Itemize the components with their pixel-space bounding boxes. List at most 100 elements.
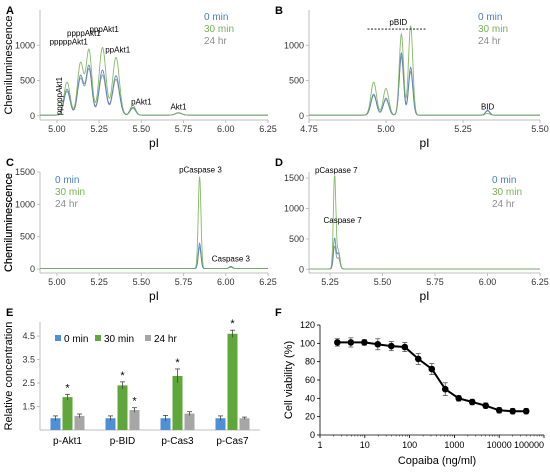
trace-0-min (309, 237, 540, 270)
x-tick-label: 6.00 (217, 124, 235, 134)
y-tick-label: 80 (305, 357, 315, 367)
y-axis-label: Chemiluminescence (3, 173, 15, 272)
peak-annotation: pCaspase 7 (315, 166, 358, 175)
legend-entry: 24 hr (204, 36, 227, 47)
y-axis-label: Cell viability (%) (283, 341, 295, 419)
y-tick-label: 0 (30, 111, 35, 121)
y-tick-label: 0 (310, 430, 315, 440)
x-tick-label: 6.00 (217, 277, 235, 287)
legend-entry: 30 min (478, 24, 508, 35)
x-axis-label: pI (149, 136, 159, 150)
y-tick-label: 0 (299, 264, 304, 274)
panel-label-f: F (275, 307, 282, 319)
y-tick-label: 120 (300, 320, 315, 330)
bar (50, 418, 61, 430)
x-tick-label: 5.75 (175, 124, 193, 134)
bar (227, 333, 238, 430)
y-axis-label: Chemiluminescence (3, 173, 15, 272)
peak-annotation: pppppAkt1 (55, 76, 64, 115)
bar (117, 385, 128, 430)
peak-annotation: pAkt1 (131, 97, 152, 106)
peak-annotation: pppAkt1 (89, 25, 119, 34)
y-tick-label: 1000 (15, 199, 35, 209)
y-tick-label: 20 (305, 412, 315, 422)
data-point (468, 398, 476, 406)
peak-annotation: Akt1 (170, 102, 187, 111)
legend-entry: 24 hr (55, 199, 78, 210)
x-tick-label: 6.25 (259, 277, 277, 287)
x-tick-label: 5.75 (175, 277, 193, 287)
y-tick-label: 100 (300, 338, 315, 348)
data-point (347, 339, 355, 346)
x-tick-label: 5.00 (48, 124, 66, 134)
bar (172, 376, 183, 430)
y-tick-label: 4.5 (22, 331, 35, 341)
bar (62, 397, 73, 430)
trace-0-min (309, 51, 540, 116)
y-tick-label: 3.5 (22, 355, 35, 365)
legend-swatch (95, 335, 101, 341)
trace-30-min (309, 175, 540, 270)
bar (129, 410, 140, 430)
y-tick-label: 500 (20, 76, 35, 86)
peak-annotation: pppppAkt1 (50, 38, 89, 47)
legend-swatch (145, 335, 151, 341)
trace-30-min (40, 176, 268, 270)
viability-line (337, 341, 527, 413)
panel-label-b: B (275, 5, 283, 17)
panel-c: C 0 500 1000 1500 5.00 5.25 5.50 5.75 6.00 6.25 pI C… (3, 157, 277, 303)
panel-d: D 0 500 1000 1500 5.25 5.50 5.75 6.00 6.25 pI Chemi… (3, 157, 549, 303)
x-tick-label: 100 (402, 440, 417, 450)
y-tick-label: 1500 (284, 173, 304, 183)
data-point (428, 365, 436, 373)
y-tick-label: 500 (289, 76, 304, 86)
panel-b: B 0 500 1000 4.75 5.00 5.25 5.50 pI pBID BID 0 min3… (275, 5, 549, 150)
panel-a: A 0 500 1000 5.00 5.25 5.50 5.75 6.00 6.25 pI Chemi… (3, 5, 277, 150)
significance-mark: * (230, 318, 235, 330)
data-point (401, 343, 409, 351)
trace-30-min (309, 25, 540, 116)
x-tick-label: 4.75 (300, 124, 318, 134)
y-tick-label: 500 (20, 232, 35, 242)
data-point (334, 339, 341, 346)
bar (160, 418, 171, 430)
x-tick-label: 100000 (514, 440, 544, 450)
x-axis-label: pI (419, 289, 429, 303)
legend-entry: 30 min (492, 187, 522, 198)
legend-entry: 30 min (104, 334, 134, 345)
trace-24-hr (309, 245, 540, 270)
legend-entry: 24 hr (154, 334, 177, 345)
data-point (455, 395, 463, 402)
y-tick-label: 2.5 (22, 378, 35, 388)
bar (215, 418, 226, 430)
peak-annotation: pBID (389, 18, 407, 27)
x-tick-label: 6.25 (259, 124, 277, 134)
x-tick-label: 5.25 (90, 124, 108, 134)
category-label: p-Cas3 (161, 436, 194, 447)
y-tick-label: 1500 (15, 167, 35, 177)
significance-mark: * (175, 357, 180, 369)
x-tick-label: 6.25 (531, 277, 549, 287)
y-tick-label: 1000 (284, 204, 304, 214)
legend-entry: 0 min (492, 175, 516, 186)
y-tick-label: 500 (289, 234, 304, 244)
y-tick-label: 1000 (284, 40, 304, 50)
legend-entry: 0 min (204, 12, 228, 23)
y-axis-label: Relative concentration (3, 322, 15, 431)
panel-label-a: A (6, 5, 14, 17)
peak-annotation: Caspase 3 (212, 254, 251, 263)
data-point (414, 355, 422, 363)
y-tick-label: 60 (305, 375, 315, 385)
data-point (441, 385, 449, 393)
bar (184, 413, 195, 430)
y-axis-label: Chemiluminescence (3, 15, 15, 114)
x-axis-label: pI (149, 289, 159, 303)
y-tick-label: 1000 (15, 40, 35, 50)
data-point (361, 339, 368, 346)
bar (105, 418, 116, 430)
x-tick-label: 5.50 (531, 124, 549, 134)
x-axis-label: Copaiba (ng/ml) (398, 455, 476, 467)
data-point (495, 406, 503, 414)
data-point (374, 340, 382, 348)
